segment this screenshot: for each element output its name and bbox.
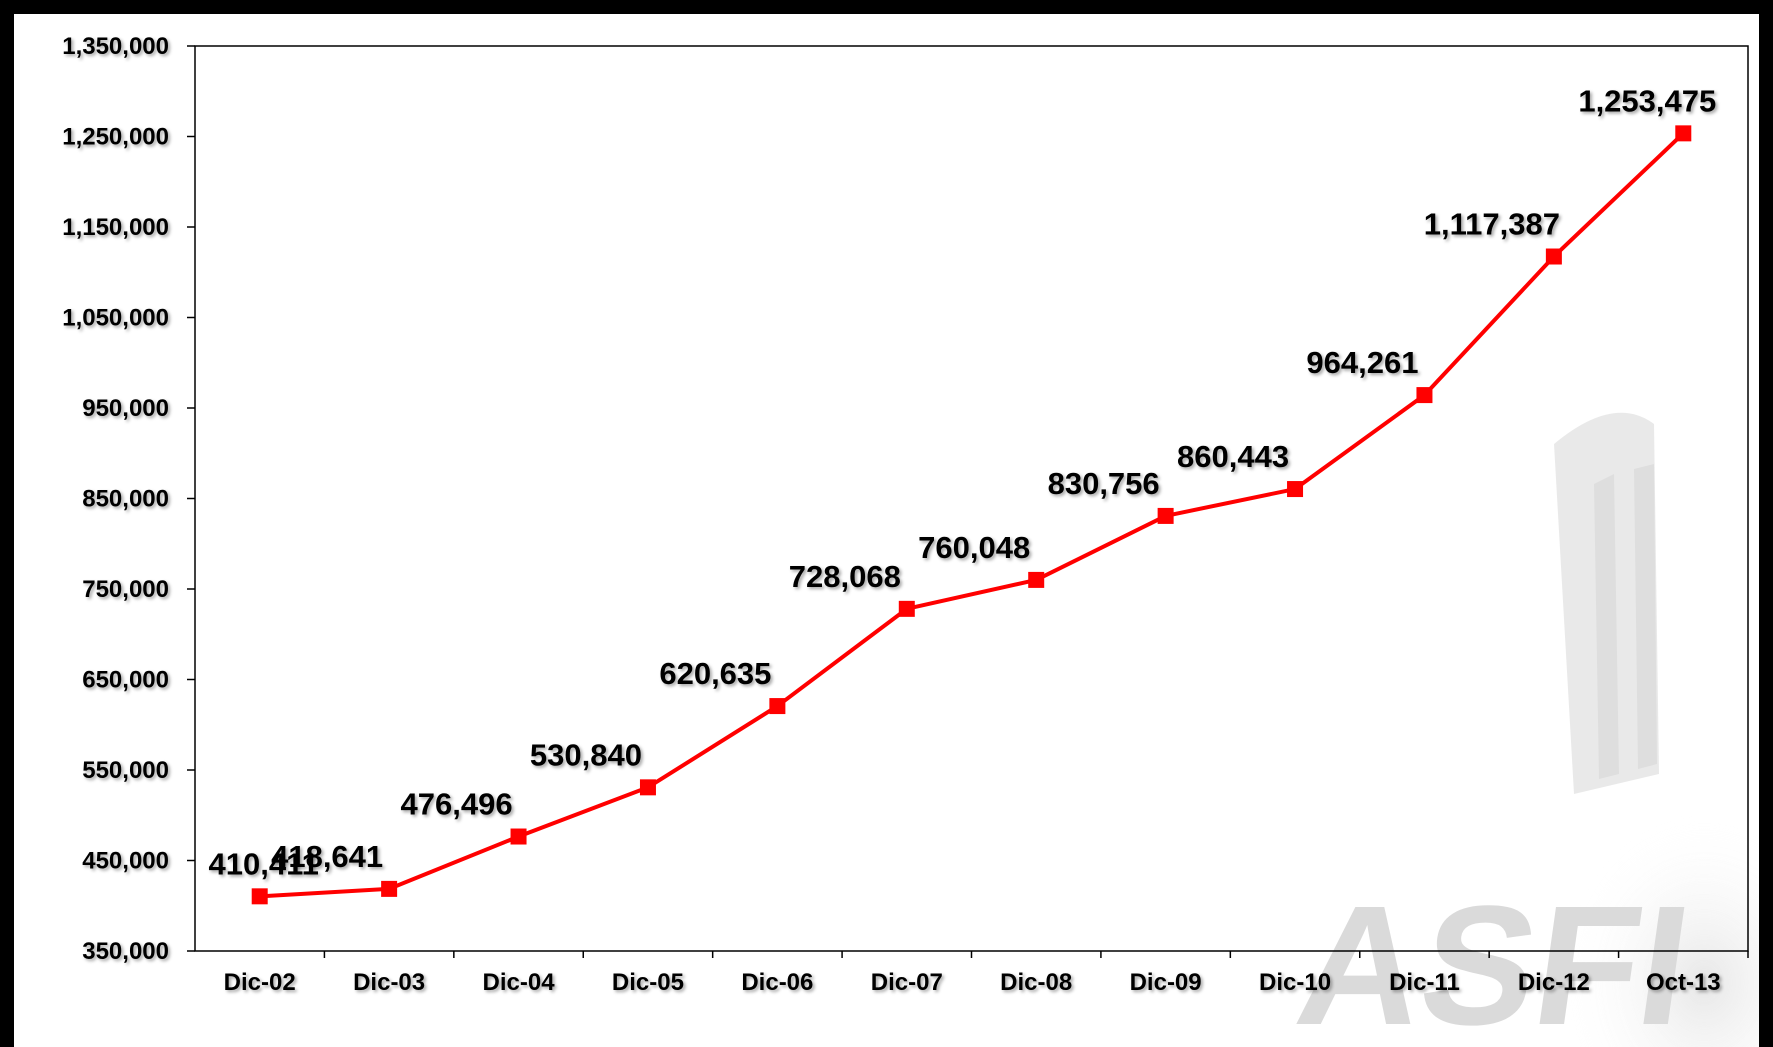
data-label: 830,756: [1048, 466, 1160, 501]
x-tick-label: Dic-09: [1130, 969, 1202, 996]
watermark-text: ASFI: [1287, 871, 1701, 1047]
data-label: 1,253,475: [1578, 83, 1716, 118]
x-tick-label: Oct-13: [1646, 969, 1721, 996]
data-point-marker: [1545, 248, 1562, 265]
x-tick-label: Dic-06: [741, 969, 813, 996]
data-point-marker: [898, 600, 915, 617]
data-point-marker: [381, 880, 398, 897]
data-point-marker: [510, 828, 527, 845]
series-line: [251, 125, 1692, 905]
x-tick-label: Dic-02: [224, 969, 296, 996]
data-point-marker: [1675, 125, 1692, 142]
data-point-marker: [251, 888, 268, 905]
data-label: 620,635: [659, 656, 771, 691]
data-point-marker: [1287, 481, 1304, 498]
data-point-marker: [1157, 507, 1174, 524]
y-tick-label: 650,000: [82, 667, 169, 694]
y-axis: 350,000 450,000 550,000 650,000 750,000 850,0…: [62, 33, 195, 965]
data-label: 728,068: [789, 559, 901, 594]
data-label: 760,048: [918, 530, 1030, 565]
x-tick-label: Dic-08: [1000, 969, 1072, 996]
x-tick-label: Dic-04: [483, 969, 556, 996]
x-tick-label: Dic-03: [353, 969, 425, 996]
line-chart: ASFI 350,000 450,000 550,000 650,000 750,000…: [62, 33, 1759, 1047]
data-label: 860,443: [1177, 439, 1289, 474]
x-axis: Dic-02 Dic-03 Dic-04 Dic-05 Dic-06 Dic-07 Dic-…: [224, 951, 1749, 996]
x-tick-label: Dic-10: [1259, 969, 1331, 996]
data-point-marker: [1028, 571, 1045, 588]
y-tick-label: 450,000: [82, 848, 169, 875]
y-tick-label: 1,150,000: [62, 214, 169, 241]
series-polyline: [259, 131, 1685, 899]
x-tick-label: Dic-07: [871, 969, 943, 996]
data-label: 476,496: [401, 787, 513, 822]
data-label: 418,641: [271, 839, 383, 874]
data-label: 410,411: [209, 846, 319, 881]
data-label: 530,840: [530, 737, 642, 772]
data-label: 1,117,387: [1424, 207, 1560, 242]
chart-panel: ASFI 350,000 450,000 550,000 650,000 750,000…: [14, 14, 1759, 1047]
y-tick-label: 350,000: [82, 938, 169, 965]
y-tick-label: 950,000: [82, 395, 169, 422]
y-tick-label: 750,000: [82, 576, 169, 603]
y-tick-label: 1,050,000: [62, 305, 169, 332]
x-tick-label: Dic-05: [612, 969, 684, 996]
data-label: 964,261: [1306, 345, 1418, 380]
data-point-marker: [639, 779, 656, 796]
y-tick-label: 1,350,000: [62, 33, 169, 60]
data-point-marker: [769, 698, 786, 715]
y-tick-label: 850,000: [82, 486, 169, 513]
watermark-logo: ASFI: [1287, 412, 1759, 1047]
x-tick-label: Dic-11: [1389, 969, 1460, 996]
x-tick-label: Dic-12: [1518, 969, 1590, 996]
data-point-marker: [1416, 387, 1433, 404]
y-tick-label: 550,000: [82, 757, 169, 784]
y-tick-label: 1,250,000: [62, 124, 169, 151]
